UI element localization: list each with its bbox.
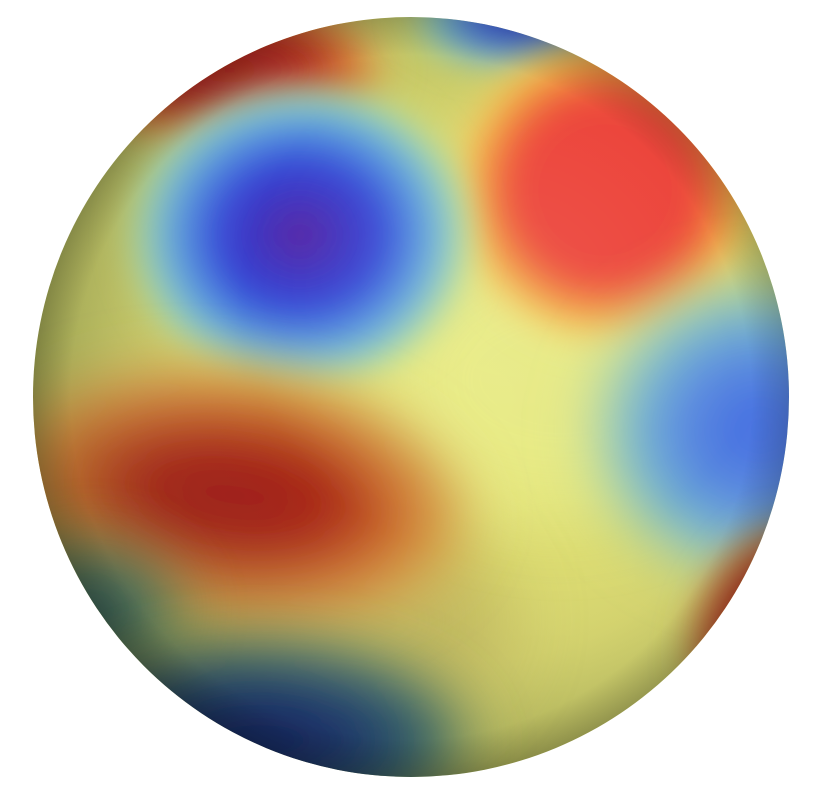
sphere-render <box>33 17 789 777</box>
render-canvas <box>33 17 789 777</box>
sphere-surface <box>33 17 789 777</box>
